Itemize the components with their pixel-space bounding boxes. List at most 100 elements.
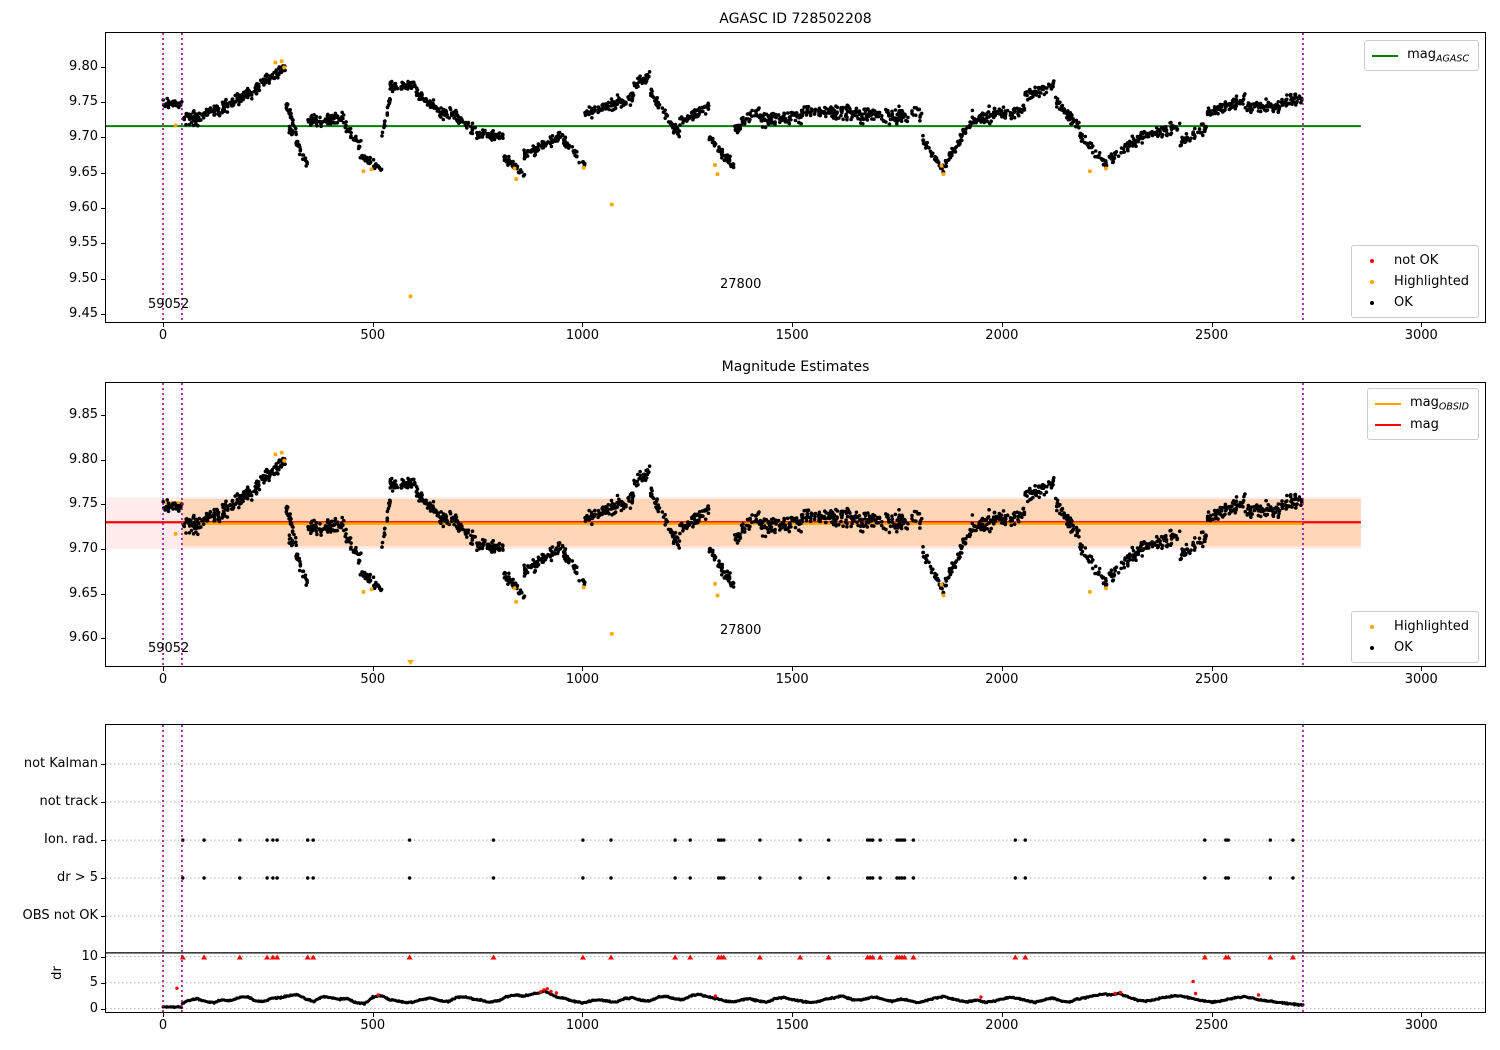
y-tick <box>101 459 105 461</box>
dr-trace <box>161 989 1305 1009</box>
panel-agasc-mag <box>105 32 1486 323</box>
x-tick <box>1001 667 1003 671</box>
x-tick <box>1211 1013 1213 1017</box>
x-tick <box>582 667 584 671</box>
obsid-boundary-lines <box>162 725 1304 1012</box>
x-tick-label: 0 <box>158 328 168 343</box>
obsid-annotation: 27800 <box>720 277 762 293</box>
x-tick <box>163 1013 165 1017</box>
y-tick <box>101 982 105 984</box>
category-label: not track <box>39 793 98 809</box>
legend-marker-swatch <box>1359 258 1385 263</box>
x-tick <box>1211 667 1213 671</box>
legend-line-swatch <box>1374 423 1401 426</box>
x-tick-label: 3000 <box>1404 672 1438 687</box>
obsid-annotation: 27800 <box>720 623 762 639</box>
obsid-boundary-lines <box>162 383 1304 666</box>
flag-points <box>181 838 1295 880</box>
legend-point-status-middle: Highlighted OK <box>1351 611 1479 663</box>
dr-tick-label: 10 <box>81 948 98 964</box>
dr-axis-label: dr <box>50 966 65 980</box>
category-label: OBS not OK <box>22 908 99 924</box>
legend-item: not OK <box>1359 250 1469 271</box>
dr-over-10-markers <box>179 954 1296 960</box>
ok-points <box>161 456 1304 600</box>
y-tick <box>101 102 105 104</box>
legend-label: OK <box>1394 295 1413 310</box>
legend-line-swatch <box>1374 402 1401 405</box>
x-tick <box>792 1013 794 1017</box>
legend-item: OK <box>1359 637 1469 658</box>
y-tick <box>101 1008 105 1010</box>
y-tick <box>101 243 105 245</box>
category-label: dr > 5 <box>56 869 98 885</box>
x-tick <box>372 1013 374 1017</box>
legend-marker-swatch <box>1359 645 1385 650</box>
y-tick <box>101 415 105 417</box>
dr-tick-label: 5 <box>89 974 98 990</box>
x-tick-label: 1000 <box>565 1018 599 1033</box>
legend-marker-swatch <box>1359 300 1385 305</box>
dr-tick-label: 0 <box>89 1000 98 1016</box>
legend-label: Highlighted <box>1394 619 1469 634</box>
x-tick-label: 500 <box>360 1018 386 1033</box>
y-tick-label: 9.70 <box>69 129 98 145</box>
y-tick <box>101 208 105 210</box>
y-tick-label: 9.60 <box>69 630 98 646</box>
x-tick <box>1001 323 1003 327</box>
panel1-title: AGASC ID 728502208 <box>719 11 872 27</box>
x-tick <box>1211 323 1213 327</box>
x-tick-label: 500 <box>360 328 386 343</box>
legend-agasc-mag: magAGASC <box>1364 40 1479 71</box>
x-tick <box>582 323 584 327</box>
legend-label: magOBSID <box>1409 394 1469 413</box>
y-tick <box>101 278 105 280</box>
y-tick <box>101 314 105 316</box>
panel-magnitude-estimates <box>105 382 1486 667</box>
highlighted-points <box>173 450 1108 665</box>
legend-label: OK <box>1394 640 1413 655</box>
legend-item: magOBSID <box>1374 393 1469 414</box>
x-tick-label: 1500 <box>775 672 809 687</box>
x-tick <box>792 667 794 671</box>
ok-points <box>161 64 1304 178</box>
legend-item: magAGASC <box>1372 45 1469 66</box>
y-tick <box>101 504 105 506</box>
legend-label: magAGASC <box>1407 46 1469 65</box>
y-tick-label: 9.50 <box>69 270 98 286</box>
x-tick-label: 3000 <box>1404 1018 1438 1033</box>
x-tick <box>163 667 165 671</box>
y-tick <box>101 764 105 766</box>
legend-mag-lines: magOBSID mag <box>1366 388 1479 440</box>
y-tick-label: 9.80 <box>69 451 98 467</box>
category-label: Ion. rad. <box>44 832 98 848</box>
y-tick-label: 9.65 <box>69 164 98 180</box>
x-tick <box>582 1013 584 1017</box>
dr-not-ok-points <box>175 979 1261 999</box>
legend-line-swatch <box>1372 54 1399 57</box>
y-tick-label: 9.75 <box>69 94 98 110</box>
y-tick-label: 9.65 <box>69 585 98 601</box>
x-tick-label: 500 <box>360 672 386 687</box>
legend-label: Highlighted <box>1394 274 1469 289</box>
legend-label: not OK <box>1394 253 1439 268</box>
x-tick <box>792 323 794 327</box>
x-tick <box>1421 667 1423 671</box>
legend-item: OK <box>1359 292 1469 313</box>
y-tick <box>101 956 105 958</box>
y-tick-label: 9.75 <box>69 496 98 512</box>
y-tick <box>101 137 105 139</box>
x-tick-label: 1000 <box>565 328 599 343</box>
x-tick-label: 1500 <box>775 328 809 343</box>
x-tick-label: 1000 <box>565 672 599 687</box>
y-tick <box>101 840 105 842</box>
legend-marker-swatch <box>1359 279 1385 284</box>
legend-marker-swatch <box>1359 624 1385 629</box>
legend-label: mag <box>1409 417 1439 432</box>
y-tick <box>101 801 105 803</box>
panel2-title: Magnitude Estimates <box>721 359 870 375</box>
gridlines <box>106 763 1485 1010</box>
x-tick <box>163 323 165 327</box>
x-tick-label: 2500 <box>1195 1018 1229 1033</box>
